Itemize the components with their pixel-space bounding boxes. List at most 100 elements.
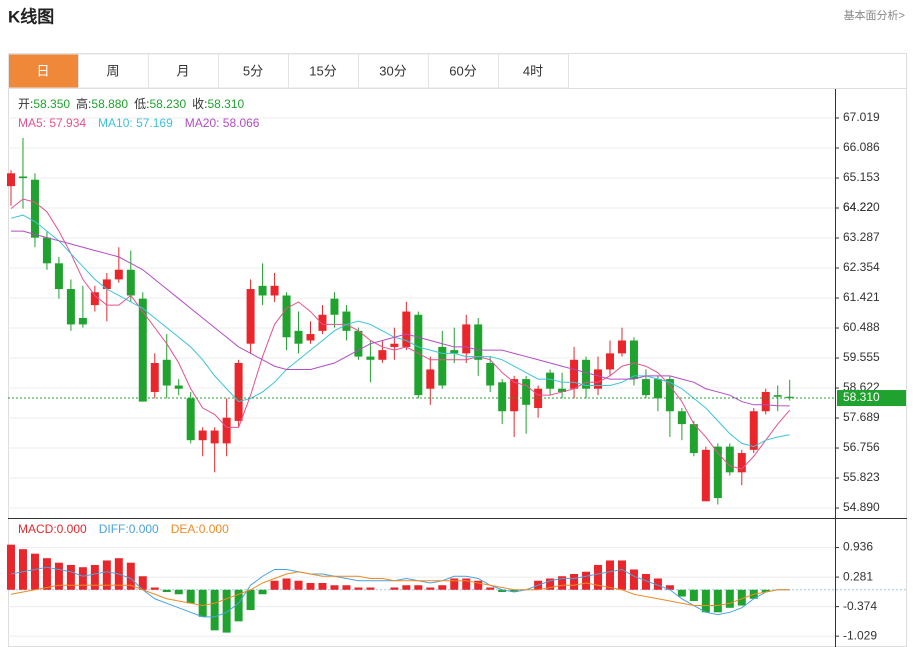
candle-body [258,285,267,296]
tab[interactable] [428,53,499,89]
macd-bar [102,560,111,590]
y-tick-label: 0.281 [843,569,873,583]
macd-bar [737,589,746,606]
candle-body [378,350,387,360]
candle-body [522,379,531,405]
tab[interactable] [78,53,149,89]
y-tick-label: -0.374 [843,599,877,613]
candle-body [761,391,770,412]
candle-body [162,359,171,386]
candle-body [582,359,591,389]
candle-body [785,396,794,399]
y-tick-label: 65.153 [843,170,880,184]
macd-bar [306,582,315,590]
candle-body [42,237,51,264]
macd-bar [150,587,159,590]
tab-label[interactable]: 周 [106,63,119,78]
legend-entry: MA10: 57.169 [98,116,173,130]
macd-bar [594,564,603,590]
legend-entry: MA20: 58.066 [185,116,260,130]
last-price-box [837,390,906,407]
candle-body [114,269,123,280]
candle-body [402,311,411,347]
info-value: 58.350 [33,97,70,111]
candle-body [534,388,543,409]
y-tick-label: 61.421 [843,290,880,304]
macd-bar [198,589,207,617]
candle-body [450,350,459,354]
macd-bar [318,582,327,590]
candle-body [498,382,507,412]
macd-bar [426,587,435,590]
macd-bar [270,580,279,590]
macd-line [10,571,790,607]
macd-bar [282,578,291,590]
macd-bar [653,578,662,590]
macd-bar [354,587,363,590]
candle-body [354,330,363,357]
macd-bar [629,569,638,590]
tab-label[interactable]: 60分 [449,63,476,78]
candle-body [270,285,279,296]
candle-body [210,430,219,444]
macd-bar [210,589,219,631]
macd-bar [66,564,75,590]
candle-body [222,417,231,444]
tab-label[interactable]: 4时 [523,63,543,78]
tab-label[interactable]: 月 [176,63,189,78]
info-value: 58.310 [207,97,244,111]
candle-body [546,372,555,389]
y-tick-label: 59.555 [843,350,880,364]
info-label: 开: [18,97,33,111]
macd-bar [617,560,626,590]
candle-body [653,379,662,399]
y-tick-label: 57.689 [843,410,880,424]
y-tick-label: 62.354 [843,260,880,274]
tab[interactable] [288,53,359,89]
tab-label[interactable]: 5分 [243,63,263,78]
candle-body [174,385,183,389]
candle-body [318,314,327,331]
candle-body [78,317,87,325]
tab-label[interactable]: 日 [36,63,49,78]
fundamental-link[interactable]: 基本面分析> [844,8,905,22]
macd-bar [641,573,650,590]
macd-bar [462,578,471,590]
tab[interactable] [358,53,429,89]
candle-body [641,379,650,396]
macd-bar [570,573,579,590]
legend-entry: DEA:0.000 [171,522,229,536]
info-value: 58.230 [149,97,186,111]
ma-line [11,230,790,407]
macd-bar [90,564,99,590]
candle-body [18,176,27,179]
candle-body [486,363,495,386]
candle-body [234,363,243,421]
macd-bar [42,558,51,590]
macd-bar [18,549,27,590]
macd-bar [606,560,614,590]
candle-body [773,395,782,397]
legend-entry: DIFF:0.000 [99,522,159,536]
macd-bar [450,578,459,590]
tab-label[interactable]: 15分 [309,63,336,78]
candle-body [558,388,567,392]
macd-bar [54,562,63,590]
candle-body [677,411,686,425]
y-tick-label: 55.823 [843,470,880,484]
macd-bar [390,587,399,590]
info-label: 收: [192,97,207,111]
tab-label[interactable]: 30分 [379,63,406,78]
candle-body [186,398,195,441]
tab[interactable] [498,53,569,89]
macd-bar [510,589,519,593]
tab[interactable] [8,53,79,89]
macd-bar [30,553,39,590]
macd-bar [438,585,447,590]
candle-body [294,330,303,344]
candle-body [150,363,159,392]
candle-body [474,324,483,360]
tab[interactable] [218,53,289,89]
macd-bar [665,585,674,590]
